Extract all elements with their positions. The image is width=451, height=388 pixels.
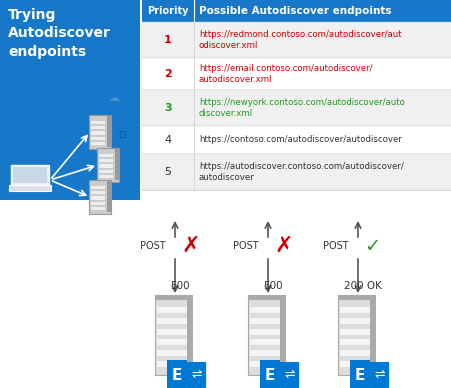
Bar bbox=[142, 58, 451, 90]
Bar bbox=[142, 126, 451, 154]
Bar bbox=[259, 360, 279, 388]
Bar bbox=[97, 148, 119, 182]
Bar bbox=[339, 318, 369, 324]
Bar bbox=[91, 121, 105, 124]
Bar bbox=[337, 295, 371, 375]
Bar bbox=[0, 0, 140, 200]
Bar bbox=[107, 115, 111, 147]
Bar bbox=[91, 126, 105, 130]
Bar bbox=[155, 295, 189, 300]
Bar bbox=[89, 180, 111, 214]
Text: 4: 4 bbox=[164, 135, 171, 145]
Bar bbox=[249, 361, 279, 367]
Bar bbox=[337, 295, 371, 300]
Bar bbox=[91, 132, 105, 135]
Bar bbox=[99, 170, 113, 173]
Bar bbox=[248, 295, 281, 300]
Text: E: E bbox=[354, 367, 364, 383]
Text: ☁: ☁ bbox=[108, 93, 120, 103]
Bar bbox=[166, 360, 186, 388]
Bar bbox=[91, 202, 105, 205]
Text: 2: 2 bbox=[164, 69, 171, 79]
Bar bbox=[91, 191, 105, 194]
Bar bbox=[156, 340, 187, 345]
Bar bbox=[11, 165, 49, 185]
Bar bbox=[249, 329, 279, 334]
Text: ⊡: ⊡ bbox=[118, 130, 126, 140]
Bar bbox=[249, 350, 279, 356]
Bar bbox=[349, 360, 369, 388]
Text: ⇌: ⇌ bbox=[191, 367, 201, 381]
Text: ⇌: ⇌ bbox=[373, 367, 384, 381]
Text: https://autodiscover.contoso.com/autodiscover/
autodiscover: https://autodiscover.contoso.com/autodis… bbox=[198, 162, 403, 182]
Text: 5: 5 bbox=[164, 167, 171, 177]
Text: E: E bbox=[171, 367, 182, 383]
Text: POST: POST bbox=[140, 241, 166, 251]
Text: https://email.contoso.com/autodiscover/
autodiscover.xml: https://email.contoso.com/autodiscover/ … bbox=[198, 64, 372, 84]
Text: 500: 500 bbox=[170, 281, 189, 291]
Bar bbox=[142, 0, 451, 22]
Bar bbox=[91, 142, 105, 145]
Bar bbox=[115, 148, 119, 180]
Text: 500: 500 bbox=[262, 281, 282, 291]
Bar bbox=[142, 154, 451, 190]
Bar bbox=[156, 329, 187, 334]
FancyBboxPatch shape bbox=[186, 362, 206, 388]
Bar bbox=[156, 318, 187, 324]
Text: ⇌: ⇌ bbox=[284, 367, 294, 381]
Text: 200 OK: 200 OK bbox=[343, 281, 381, 291]
Bar bbox=[91, 196, 105, 199]
Bar bbox=[249, 340, 279, 345]
Bar bbox=[248, 295, 281, 375]
Bar bbox=[91, 137, 105, 140]
FancyBboxPatch shape bbox=[369, 362, 388, 388]
Bar bbox=[9, 185, 51, 191]
Text: https://contoso.com/autodiscover/autodiscover: https://contoso.com/autodiscover/autodis… bbox=[198, 135, 401, 144]
Bar bbox=[91, 186, 105, 189]
Text: https://newyork.contoso.com/autodiscover/auto
discover.xml: https://newyork.contoso.com/autodiscover… bbox=[198, 98, 404, 118]
Bar bbox=[339, 361, 369, 367]
Text: Trying
Autodiscover
endpoints: Trying Autodiscover endpoints bbox=[8, 8, 110, 59]
Text: POST: POST bbox=[233, 241, 258, 251]
Text: ✗: ✗ bbox=[274, 236, 293, 256]
Text: E: E bbox=[264, 367, 275, 383]
Bar bbox=[339, 340, 369, 345]
Bar bbox=[91, 207, 105, 210]
FancyBboxPatch shape bbox=[279, 362, 299, 388]
Bar bbox=[89, 115, 111, 149]
Bar bbox=[155, 295, 189, 375]
Bar bbox=[279, 295, 285, 372]
Bar bbox=[99, 154, 113, 157]
Bar bbox=[339, 329, 369, 334]
Bar bbox=[369, 295, 375, 372]
Bar bbox=[107, 180, 111, 212]
Text: Priority: Priority bbox=[147, 6, 189, 16]
Text: ✗: ✗ bbox=[181, 236, 200, 256]
Bar bbox=[156, 361, 187, 367]
Bar bbox=[156, 307, 187, 313]
Text: 1: 1 bbox=[164, 35, 171, 45]
Bar bbox=[13, 167, 47, 182]
Text: https://redmond.contoso.com/autodiscover/aut
odiscover.xml: https://redmond.contoso.com/autodiscover… bbox=[198, 30, 401, 50]
Bar bbox=[99, 159, 113, 163]
Bar bbox=[142, 90, 451, 126]
Bar bbox=[249, 307, 279, 313]
Bar bbox=[339, 350, 369, 356]
Bar bbox=[99, 165, 113, 168]
Bar bbox=[156, 350, 187, 356]
Bar bbox=[339, 307, 369, 313]
Bar bbox=[249, 318, 279, 324]
Bar bbox=[99, 175, 113, 178]
Bar bbox=[142, 22, 451, 58]
Text: ✓: ✓ bbox=[363, 237, 379, 256]
Bar bbox=[187, 295, 193, 372]
Text: POST: POST bbox=[322, 241, 348, 251]
Text: 3: 3 bbox=[164, 103, 171, 113]
Text: Possible Autodiscover endpoints: Possible Autodiscover endpoints bbox=[198, 6, 391, 16]
